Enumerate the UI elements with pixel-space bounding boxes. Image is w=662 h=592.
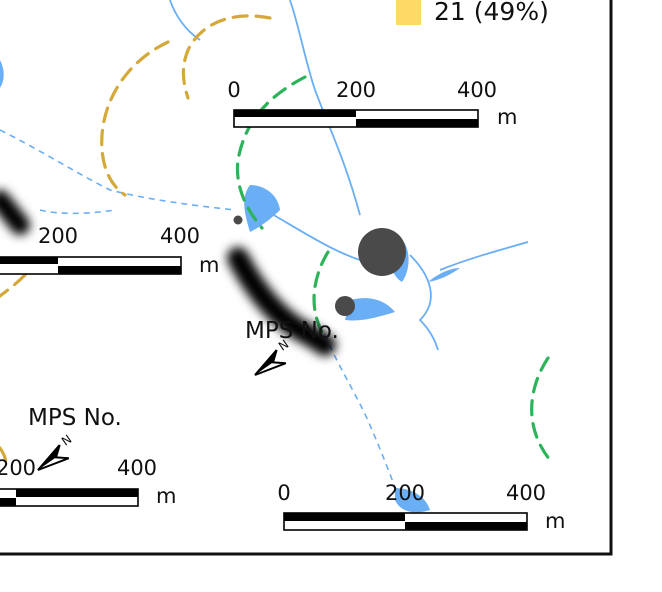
scale-tick-label: 200 [385,481,425,505]
site-point-large [358,228,406,276]
scale-tick-label: 200 [0,456,36,480]
lake [345,298,395,321]
north-arrow-icon: N [37,432,74,471]
mps-label: MPS No. [28,405,122,431]
lake [428,268,460,282]
solid-streams [169,0,529,351]
scale-tick-label: 0 [277,481,290,505]
shadow-paths [0,190,336,356]
scale-tick-label: 400 [160,224,200,248]
scale-tick-label: 200 [38,224,78,248]
lake [395,488,430,513]
site-points [233,215,406,316]
lake [0,60,4,88]
legend-label: 21 (49%) [434,0,549,26]
mps-label: MPS No. [245,318,339,344]
scale-bar: 0 200 400 m [277,481,565,533]
scale-bar: 200 400 m [0,456,176,508]
route-green [235,75,552,462]
map-frame [0,0,613,556]
scale-tick-label: 400 [117,456,157,480]
scale-tick-label: 200 [336,78,376,102]
scale-bar: 0 200 400 m [227,78,517,129]
site-point-small [233,215,243,225]
scale-unit: m [497,105,517,129]
lake [244,185,280,232]
north-arrow-letter: N [59,432,74,449]
scale-unit: m [545,509,565,533]
scale-unit: m [199,253,219,277]
route-gold [0,14,272,470]
legend: 21 (49%) [396,0,549,26]
dashed-streams [0,129,401,501]
scale-tick-label: 400 [457,78,497,102]
site-point-medium [335,296,355,316]
scale-unit: m [156,484,176,508]
legend-swatch [396,0,421,25]
water-bodies [0,60,460,513]
scale-bar: 200 400 m [0,224,219,277]
scale-tick-label: 400 [506,481,546,505]
scale-tick-label: 0 [227,78,240,102]
